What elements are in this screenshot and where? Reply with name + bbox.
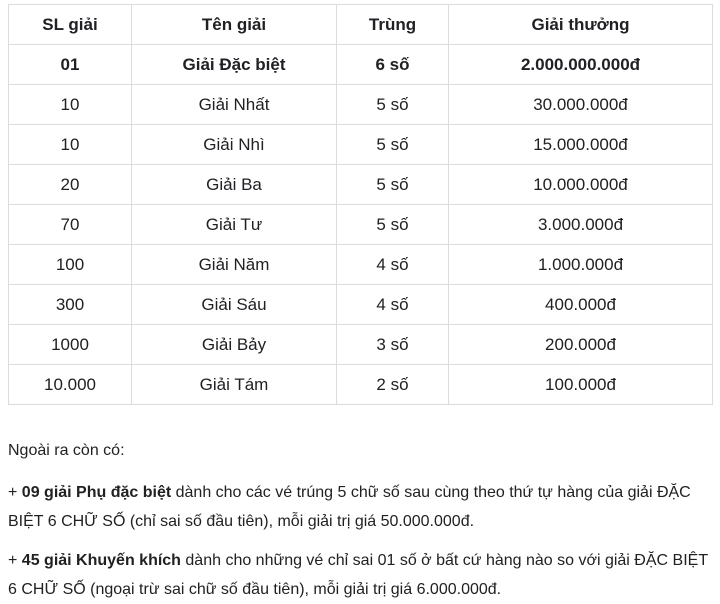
note-prefix: + <box>8 552 22 569</box>
table-cell-prize: 3.000.000đ <box>448 204 713 245</box>
note-prefix: + <box>8 484 22 501</box>
table-cell-prize: 30.000.000đ <box>448 84 713 125</box>
prize-table-body: 01 Giải Đặc biệt 6 số 2.000.000.000đ 10 Giải … <box>8 44 713 405</box>
table-row: 300 Giải Sáu 4 số 400.000đ <box>8 284 713 325</box>
table-cell-match: 5 số <box>336 164 449 205</box>
table-row: 100 Giải Năm 4 số 1.000.000đ <box>8 244 713 285</box>
table-cell-name: Giải Tám <box>131 364 337 405</box>
table-cell-name: Giải Nhì <box>131 124 337 165</box>
note-description: dành cho các vé trúng 5 chữ số sau cùng … <box>8 484 691 530</box>
table-row: 10 Giải Nhì 5 số 15.000.000đ <box>8 124 713 165</box>
table-cell-match: 5 số <box>336 84 449 125</box>
table-cell-quantity: 01 <box>8 44 132 85</box>
note-consolation-prize: + 45 giải Khuyến khích dành cho những vé… <box>8 546 712 604</box>
table-cell-quantity: 70 <box>8 204 132 245</box>
table-row: 70 Giải Tư 5 số 3.000.000đ <box>8 204 713 245</box>
table-cell-name: Giải Tư <box>131 204 337 245</box>
table-cell-quantity: 1000 <box>8 324 132 365</box>
table-cell-quantity: 10 <box>8 124 132 165</box>
table-cell-match: 5 số <box>336 124 449 165</box>
table-cell-match: 2 số <box>336 364 449 405</box>
table-cell-match: 6 số <box>336 44 449 85</box>
table-cell-name: Giải Ba <box>131 164 337 205</box>
header-cell-quantity: SL giải <box>8 4 132 45</box>
table-row: 10 Giải Nhất 5 số 30.000.000đ <box>8 84 713 125</box>
table-cell-match: 3 số <box>336 324 449 365</box>
note-special-sub-prize: + 09 giải Phụ đặc biệt dành cho các vé t… <box>8 478 712 536</box>
notes-intro: Ngoài ra còn có: <box>8 442 125 459</box>
table-cell-name: Giải Bảy <box>131 324 337 365</box>
header-cell-prize-value: Giải thưởng <box>448 4 713 45</box>
table-cell-name: Giải Sáu <box>131 284 337 325</box>
table-cell-prize: 400.000đ <box>448 284 713 325</box>
table-cell-match: 4 số <box>336 284 449 325</box>
table-cell-name: Giải Đặc biệt <box>131 44 337 85</box>
table-cell-prize: 15.000.000đ <box>448 124 713 165</box>
header-row: SL giải Tên giải Trùng Giải thưởng <box>8 4 713 45</box>
table-cell-prize: 2.000.000.000đ <box>448 44 713 85</box>
note-bold-label: 09 giải Phụ đặc biệt <box>21 484 172 501</box>
table-cell-prize: 1.000.000đ <box>448 244 713 285</box>
table-cell-match: 4 số <box>336 244 449 285</box>
table-cell-quantity: 100 <box>8 244 132 285</box>
table-cell-quantity: 10 <box>8 84 132 125</box>
table-cell-match: 5 số <box>336 204 449 245</box>
table-cell-name: Giải Năm <box>131 244 337 285</box>
table-cell-quantity: 20 <box>8 164 132 205</box>
header-cell-prize-name: Tên giải <box>131 4 337 45</box>
table-row: 10.000 Giải Tám 2 số 100.000đ <box>8 364 713 405</box>
notes-section: Ngoài ra còn có: + 09 giải Phụ đặc biệt … <box>8 436 712 604</box>
table-row: 1000 Giải Bảy 3 số 200.000đ <box>8 324 713 365</box>
note-description: dành cho những vé chỉ sai 01 số ở bất cứ… <box>8 552 708 598</box>
prize-table-header: SL giải Tên giải Trùng Giải thưởng <box>8 4 713 45</box>
table-cell-prize: 100.000đ <box>448 364 713 405</box>
table-cell-name: Giải Nhất <box>131 84 337 125</box>
table-cell-prize: 200.000đ <box>448 324 713 365</box>
header-cell-match: Trùng <box>336 4 449 45</box>
table-cell-quantity: 10.000 <box>8 364 132 405</box>
table-cell-quantity: 300 <box>8 284 132 325</box>
table-row: 01 Giải Đặc biệt 6 số 2.000.000.000đ <box>8 44 713 85</box>
note-bold-label: 45 giải Khuyến khích <box>21 552 181 569</box>
table-row: 20 Giải Ba 5 số 10.000.000đ <box>8 164 713 205</box>
prize-table: SL giải Tên giải Trùng Giải thưởng 01 Giả… <box>8 4 713 405</box>
table-cell-prize: 10.000.000đ <box>448 164 713 205</box>
